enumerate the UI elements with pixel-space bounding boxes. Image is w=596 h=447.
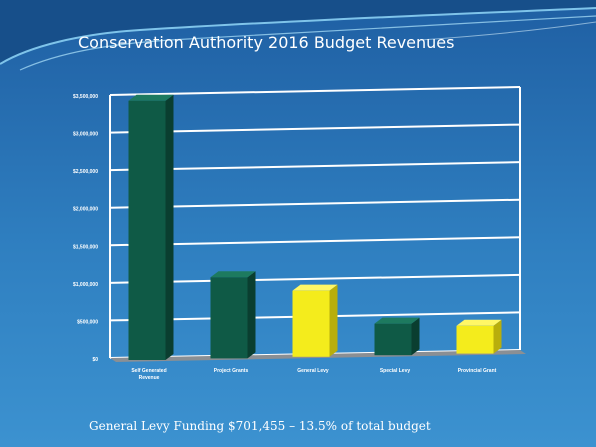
- x-tick-label: Provincial Grant: [458, 368, 497, 374]
- y-tick-label: $3,500,000: [73, 94, 98, 100]
- y-tick-label: $1,000,000: [73, 282, 98, 288]
- bar: [292, 284, 338, 357]
- y-gridline: [109, 123, 521, 134]
- header-swoosh: [0, 0, 596, 71]
- slide-title: Conservation Authority 2016 Budget Reven…: [78, 33, 455, 52]
- y-tick-label: $1,500,000: [73, 244, 98, 250]
- bar: [128, 94, 174, 360]
- x-tick-label: General Levy: [297, 368, 329, 374]
- y-tick-label: $2,000,000: [73, 207, 98, 213]
- y-gridline: [109, 198, 521, 209]
- x-tick-label: Self Generated: [131, 368, 166, 374]
- bar: [374, 317, 420, 356]
- y-gridline: [109, 273, 521, 284]
- y-gridline: [109, 236, 521, 247]
- y-gridline: [109, 161, 521, 172]
- y-tick-label: $3,000,000: [73, 132, 98, 138]
- slide-footer-note: General Levy Funding $701,455 – 13.5% of…: [89, 419, 431, 433]
- x-tick-label: Project Grants: [214, 368, 249, 374]
- chart-bars: [128, 94, 502, 360]
- y-tick-label: $500,000: [77, 319, 98, 325]
- chart-y-ticks: $0 $500,000 $1,000,000 $1,500,000 $2,000,000…: [73, 94, 98, 363]
- bar: [456, 319, 502, 354]
- x-tick-label: Special Levy: [380, 368, 411, 374]
- y-tick-label: $0: [92, 357, 98, 363]
- y-tick-label: $2,500,000: [73, 169, 98, 175]
- bar: [210, 271, 256, 359]
- x-tick-label: Revenue: [139, 375, 160, 381]
- y-gridline: [109, 86, 521, 96]
